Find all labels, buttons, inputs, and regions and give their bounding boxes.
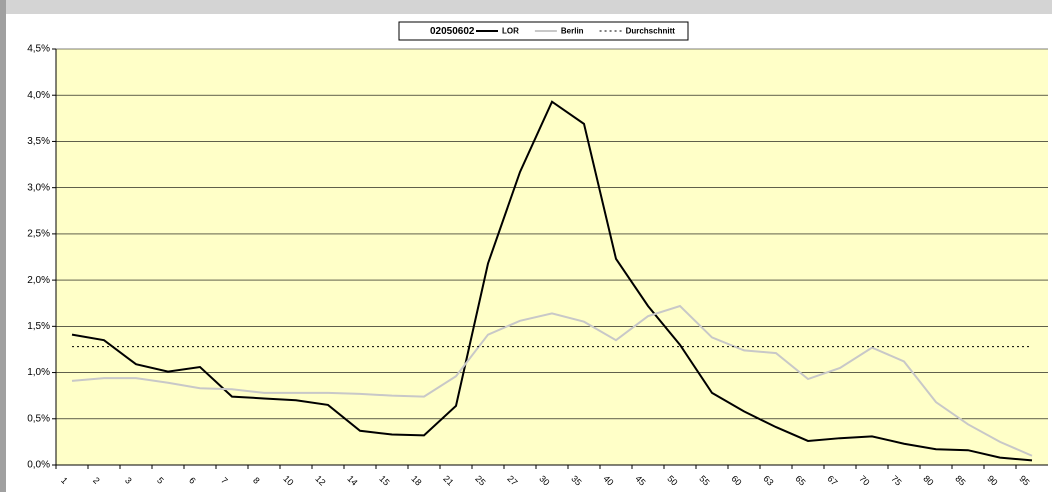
y-tick-label: 4,5%: [27, 44, 50, 55]
y-tick-label: 3,5%: [27, 136, 50, 147]
series-line: [71, 304, 1033, 457]
x-tick-label: 7: [219, 475, 230, 486]
x-tick-label: 3: [123, 475, 134, 486]
series-line: [71, 100, 1033, 462]
top-bar: [0, 0, 1052, 14]
y-tick-label: 2,0%: [27, 275, 50, 286]
y-tick-label: 2,5%: [27, 229, 50, 240]
x-tick-label: 2: [91, 475, 102, 486]
y-tick-label: 0,5%: [27, 413, 50, 424]
legend-label: Durchschnitt: [626, 27, 676, 36]
y-tick-label: 1,5%: [27, 321, 50, 332]
x-tick-label: 1: [59, 475, 70, 486]
y-tick-label: 3,0%: [27, 182, 50, 193]
y-tick-label: 1,0%: [27, 367, 50, 378]
legend-title: 02050602: [430, 26, 475, 37]
legend-label: Berlin: [561, 27, 584, 36]
plot-background: [56, 49, 1048, 465]
x-tick-label: 6: [187, 475, 198, 486]
y-tick-label: 4,0%: [27, 90, 50, 101]
legend-label: LOR: [502, 27, 519, 36]
y-tick-label: 0,0%: [27, 460, 50, 471]
x-tick-label: 5: [155, 475, 166, 486]
x-tick-label: 8: [251, 475, 262, 486]
left-border: [0, 0, 6, 492]
